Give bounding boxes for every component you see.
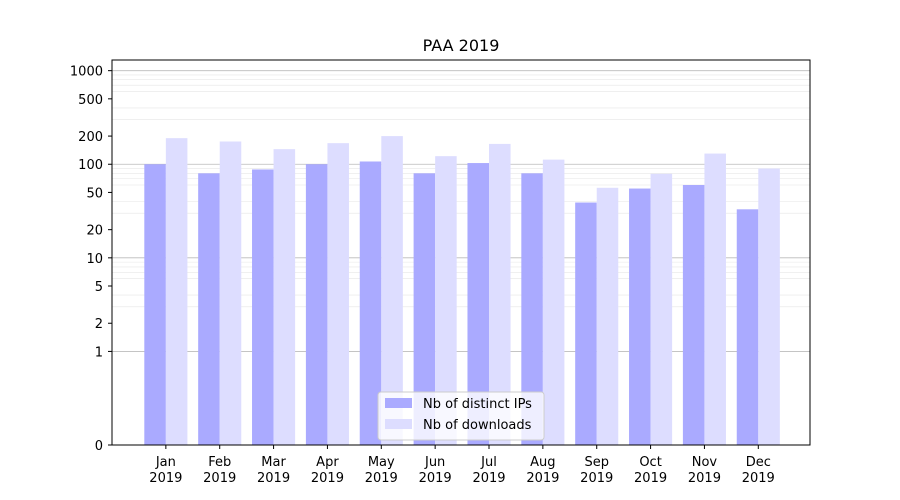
bar-sep-downloads [596, 187, 619, 445]
bar-aug-downloads [542, 159, 565, 445]
bar-feb-downloads [219, 141, 242, 445]
bar-apr-downloads [327, 143, 349, 445]
x-tick-label-year: 2019 [203, 471, 236, 486]
y-tick-label: 10 [86, 252, 103, 267]
bar-sep-ips [575, 202, 597, 445]
legend-label-ips: Nb of distinct IPs [423, 397, 532, 412]
legend-swatch-ips [385, 398, 412, 408]
x-tick-label-month: May [368, 455, 395, 470]
y-tick-label: 500 [78, 93, 103, 108]
x-tick-label-year: 2019 [149, 471, 182, 486]
x-axis: Jan2019Feb2019Mar2019Apr2019May2019Jun20… [149, 445, 775, 486]
bar-jan-ips [144, 164, 166, 445]
bars [144, 136, 780, 446]
x-tick-label-month: Feb [208, 455, 231, 470]
legend-label-downloads: Nb of downloads [423, 418, 532, 433]
bar-may-ips [359, 161, 382, 445]
x-tick-label-month: Sep [584, 455, 609, 470]
bar-aug-ips [521, 173, 543, 445]
bar-jan-downloads [165, 138, 188, 446]
bar-jul-ips [467, 163, 490, 445]
bar-dec-ips [736, 209, 759, 445]
x-tick-label-year: 2019 [472, 471, 505, 486]
bar-may-downloads [381, 136, 403, 446]
x-tick-label-month: Jul [480, 455, 497, 470]
bar-nov-downloads [704, 153, 726, 446]
x-tick-label-month: Aug [530, 455, 555, 470]
y-tick-label: 1000 [70, 65, 103, 80]
legend: Nb of distinct IPs Nb of downloads [377, 391, 545, 441]
y-tick-label: 5 [95, 280, 103, 295]
y-tick-label: 20 [86, 224, 103, 239]
x-tick-label-month: Oct [639, 455, 661, 470]
x-tick-label-year: 2019 [365, 471, 398, 486]
bar-jun-ips [413, 173, 436, 445]
bar-jun-downloads [435, 156, 457, 445]
x-tick-label-month: Dec [746, 455, 771, 470]
bar-apr-ips [305, 164, 328, 445]
bar-dec-downloads [758, 168, 780, 445]
y-axis: 0 1 2 5 10 20 50 100 200 500 1000 [70, 65, 112, 454]
bar-jul-downloads [489, 143, 511, 445]
bar-nov-ips [682, 185, 705, 445]
x-tick-label-year: 2019 [580, 471, 613, 486]
y-tick-label: 2 [95, 317, 103, 332]
x-tick-label-year: 2019 [257, 471, 290, 486]
x-tick-label-year: 2019 [419, 471, 452, 486]
y-tick-label: 100 [78, 158, 103, 173]
bar-mar-downloads [273, 149, 296, 445]
x-tick-label-month: Jan [155, 455, 176, 470]
x-tick-label-year: 2019 [311, 471, 344, 486]
x-tick-label-month: Mar [261, 455, 286, 470]
x-tick-label-year: 2019 [634, 471, 667, 486]
y-tick-label: 50 [86, 186, 103, 201]
plot-frame [111, 59, 811, 446]
x-tick-label-month: Apr [316, 455, 339, 470]
legend-box [377, 391, 545, 441]
bar-oct-ips [629, 188, 651, 445]
bar-mar-ips [252, 169, 274, 446]
chart-title: PAA 2019 [423, 36, 500, 55]
x-tick-label-year: 2019 [742, 471, 775, 486]
y-tick-label: 0 [95, 439, 103, 454]
x-tick-label-month: Jun [424, 455, 445, 470]
y-tick-label: 1 [95, 345, 103, 360]
x-tick-label-year: 2019 [526, 471, 559, 486]
x-tick-label-month: Nov [692, 455, 718, 470]
legend-swatch-downloads [385, 419, 412, 429]
bar-oct-downloads [650, 173, 673, 446]
bar-feb-ips [198, 173, 220, 445]
y-tick-label: 200 [78, 130, 103, 145]
x-tick-label-year: 2019 [688, 471, 721, 486]
